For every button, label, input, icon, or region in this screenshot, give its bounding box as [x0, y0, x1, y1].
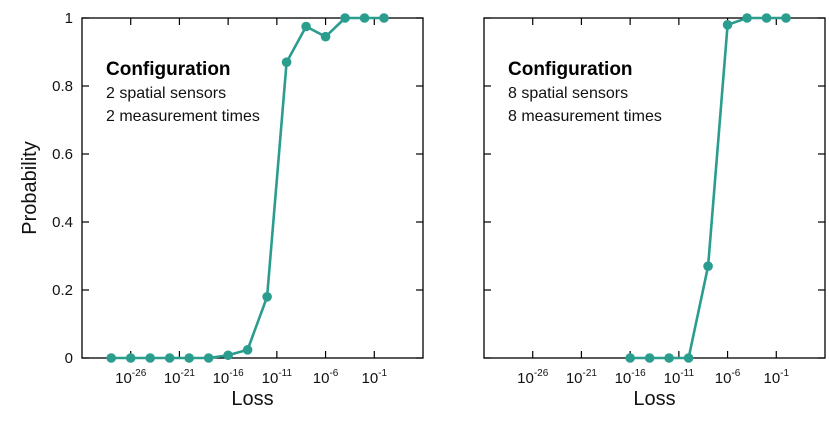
data-point	[106, 353, 117, 363]
x-tick-label: 10-1	[763, 368, 789, 387]
x-tick-label: 10-6	[715, 368, 741, 387]
x-tick-label: 10-16	[615, 368, 647, 387]
y-tick-label: 0	[65, 350, 73, 367]
data-point	[664, 353, 674, 363]
data-point	[703, 261, 713, 272]
annotation-line: 2 measurement times	[106, 108, 260, 125]
data-point	[184, 353, 194, 363]
data-point	[742, 13, 752, 23]
series-line	[630, 16, 786, 360]
data-point	[203, 353, 214, 363]
y-tick-label: 0.2	[52, 282, 73, 299]
annotation-title: Configuration	[508, 59, 633, 80]
y-tick-label: 0.8	[52, 78, 73, 95]
x-tick-label: 10-1	[361, 368, 387, 387]
data-point	[340, 13, 350, 23]
y-axis-title: Probability	[19, 141, 41, 234]
x-axis-title: Loss	[231, 388, 273, 410]
annotation-title: Configuration	[106, 59, 231, 80]
data-point	[644, 353, 655, 363]
x-tick-label: 10-6	[313, 368, 339, 387]
data-point	[359, 13, 370, 23]
annotation-line: 8 spatial sensors	[508, 85, 628, 102]
data-point	[125, 353, 136, 363]
chart-panel-2: 10-26 10-21 10-16 10-11 10-6 10-1 Loss Configur…	[483, 13, 826, 410]
data-point	[625, 353, 635, 363]
x-tick-label: 10-21	[164, 368, 196, 387]
y-tick-label: 0.6	[52, 146, 73, 163]
data-point	[379, 13, 389, 23]
x-axis-title: Loss	[633, 388, 675, 410]
annotation-line: 8 measurement times	[508, 108, 662, 125]
x-tick-label: 10-11	[262, 368, 293, 387]
x-tick-label: 10-26	[115, 368, 147, 387]
data-point	[722, 20, 733, 30]
data-point	[301, 21, 311, 32]
data-point	[262, 292, 272, 302]
data-point	[320, 31, 331, 42]
x-tick-label: 10-26	[517, 368, 549, 387]
data-point	[223, 350, 233, 361]
chart-panel-1: 0 0.2 0.4 0.6 0.8 1 10-26 10-21 10-16 10-11 10-6 10…	[19, 10, 424, 410]
x-tick-label: 10-11	[664, 368, 695, 387]
data-point	[242, 345, 253, 355]
data-point	[281, 57, 292, 67]
data-point	[145, 353, 155, 363]
data-point	[164, 353, 175, 363]
plot-frame	[81, 17, 424, 359]
data-point	[761, 13, 772, 23]
x-tick-label: 10-21	[566, 368, 598, 387]
x-tick-label: 10-16	[213, 368, 245, 387]
data-point	[683, 353, 694, 363]
annotation-line: 2 spatial sensors	[106, 85, 226, 102]
data-point	[781, 13, 791, 23]
y-tick-label: 1	[65, 10, 73, 27]
y-tick-label: 0.4	[52, 214, 73, 231]
